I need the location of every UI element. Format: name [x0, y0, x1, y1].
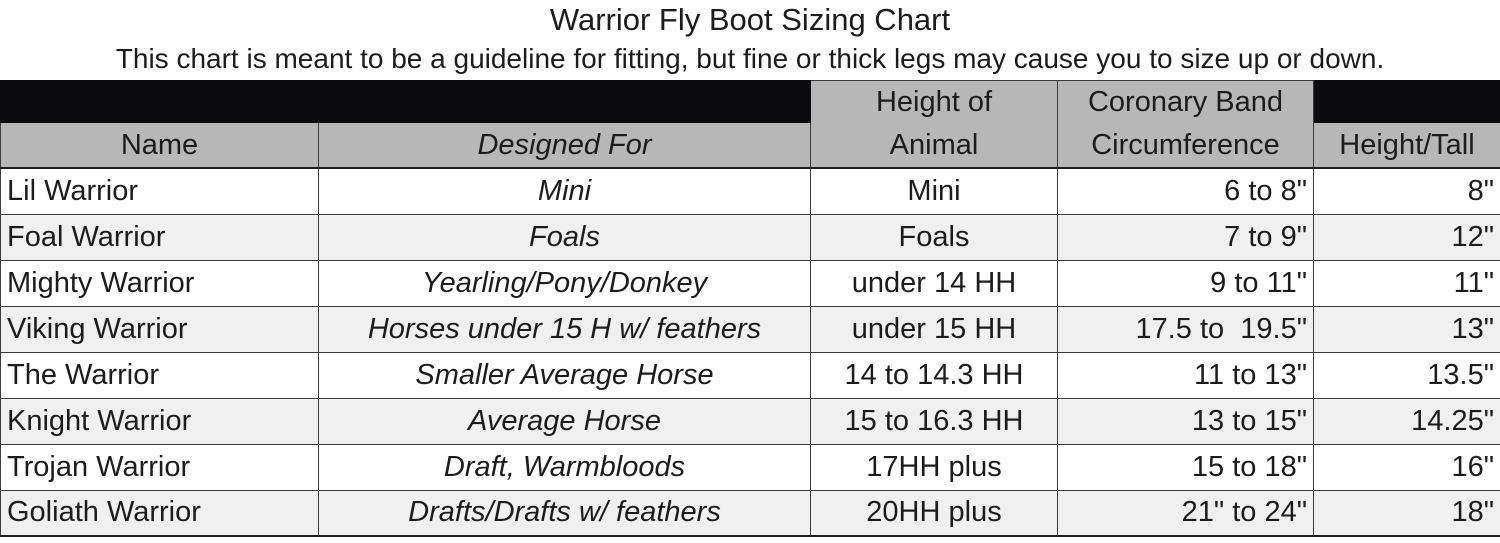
- cell-height-tall: 16": [1313, 443, 1500, 491]
- column-header-coronary-band-circumference: Coronary Band Circumference: [1057, 80, 1314, 169]
- table-row: Trojan Warrior Draft, Warmbloods 17HH pl…: [0, 443, 1500, 491]
- table-row: Viking Warrior Horses under 15 H w/ feat…: [0, 305, 1500, 353]
- table-row: Goliath Warrior Drafts/Drafts w/ feather…: [0, 489, 1500, 537]
- cell-height-tall: 12": [1313, 213, 1500, 261]
- cell-designed-for: Horses under 15 H w/ feathers: [318, 305, 811, 353]
- cell-designed-for: Draft, Warmbloods: [318, 443, 811, 491]
- header-line: Circumference: [1091, 129, 1280, 161]
- column-header-name: Name: [0, 122, 319, 170]
- column-header-height-of-animal: Height of Animal: [810, 80, 1058, 169]
- cell-name: Mighty Warrior: [0, 259, 319, 307]
- page-title: Warrior Fly Boot Sizing Chart: [549, 2, 951, 37]
- cell-name: Knight Warrior: [0, 397, 319, 445]
- cell-designed-for: Mini: [318, 167, 811, 215]
- page-subtitle: This chart is meant to be a guideline fo…: [115, 43, 1385, 74]
- cell-name: The Warrior: [0, 351, 319, 399]
- cell-coronary-band: 7 to 9": [1057, 213, 1314, 261]
- cell-coronary-band: 6 to 8": [1057, 167, 1314, 215]
- cell-designed-for: Smaller Average Horse: [318, 351, 811, 399]
- table-header: Height of Animal Coronary Band Circumfer…: [0, 79, 1500, 170]
- header-black-band-right: [1313, 79, 1500, 124]
- cell-height-tall: 13": [1313, 305, 1500, 353]
- cell-name: Viking Warrior: [0, 305, 319, 353]
- table-row: The Warrior Smaller Average Horse 14 to …: [0, 351, 1500, 399]
- table-row: Knight Warrior Average Horse 15 to 16.3 …: [0, 397, 1500, 445]
- cell-height-tall: 11": [1313, 259, 1500, 307]
- column-header-height-tall: Height/Tall: [1313, 122, 1500, 170]
- cell-designed-for: Drafts/Drafts w/ feathers: [318, 489, 811, 537]
- cell-name: Trojan Warrior: [0, 443, 319, 491]
- cell-height-of-animal: under 14 HH: [810, 259, 1058, 307]
- column-header-designed-for: Designed For: [318, 122, 811, 170]
- cell-height-of-animal: under 15 HH: [810, 305, 1058, 353]
- cell-height-of-animal: Foals: [810, 213, 1058, 261]
- cell-coronary-band: 15 to 18": [1057, 443, 1314, 491]
- cell-height-tall: 8": [1313, 167, 1500, 215]
- cell-name: Goliath Warrior: [0, 489, 319, 537]
- cell-coronary-band: 21" to 24": [1057, 489, 1314, 537]
- cell-height-of-animal: 15 to 16.3 HH: [810, 397, 1058, 445]
- table-row: Lil Warrior Mini Mini 6 to 8" 8": [0, 167, 1500, 215]
- cell-height-of-animal: 14 to 14.3 HH: [810, 351, 1058, 399]
- cell-coronary-band: 17.5 to 19.5": [1057, 305, 1314, 353]
- header-line: Coronary Band: [1087, 86, 1284, 118]
- cell-height-of-animal: Mini: [810, 167, 1058, 215]
- sizing-table: Height of Animal Coronary Band Circumfer…: [0, 79, 1500, 537]
- table-row: Mighty Warrior Yearling/Pony/Donkey unde…: [0, 259, 1500, 307]
- cell-height-tall: 13.5": [1313, 351, 1500, 399]
- header-black-band-left: [0, 79, 811, 124]
- cell-height-of-animal: 20HH plus: [810, 489, 1058, 537]
- cell-coronary-band: 11 to 13": [1057, 351, 1314, 399]
- header-line: Animal: [889, 129, 979, 161]
- cell-coronary-band: 9 to 11": [1057, 259, 1314, 307]
- cell-coronary-band: 13 to 15": [1057, 397, 1314, 445]
- cell-height-tall: 14.25": [1313, 397, 1500, 445]
- cell-height-of-animal: 17HH plus: [810, 443, 1058, 491]
- header-line: Height of: [875, 86, 993, 118]
- cell-designed-for: Yearling/Pony/Donkey: [318, 259, 811, 307]
- cell-designed-for: Average Horse: [318, 397, 811, 445]
- table-row: Foal Warrior Foals Foals 7 to 9" 12": [0, 213, 1500, 261]
- cell-name: Foal Warrior: [0, 213, 319, 261]
- cell-name: Lil Warrior: [0, 167, 319, 215]
- cell-height-tall: 18": [1313, 489, 1500, 537]
- cell-designed-for: Foals: [318, 213, 811, 261]
- table-body: Lil Warrior Mini Mini 6 to 8" 8" Foal Wa…: [0, 167, 1500, 537]
